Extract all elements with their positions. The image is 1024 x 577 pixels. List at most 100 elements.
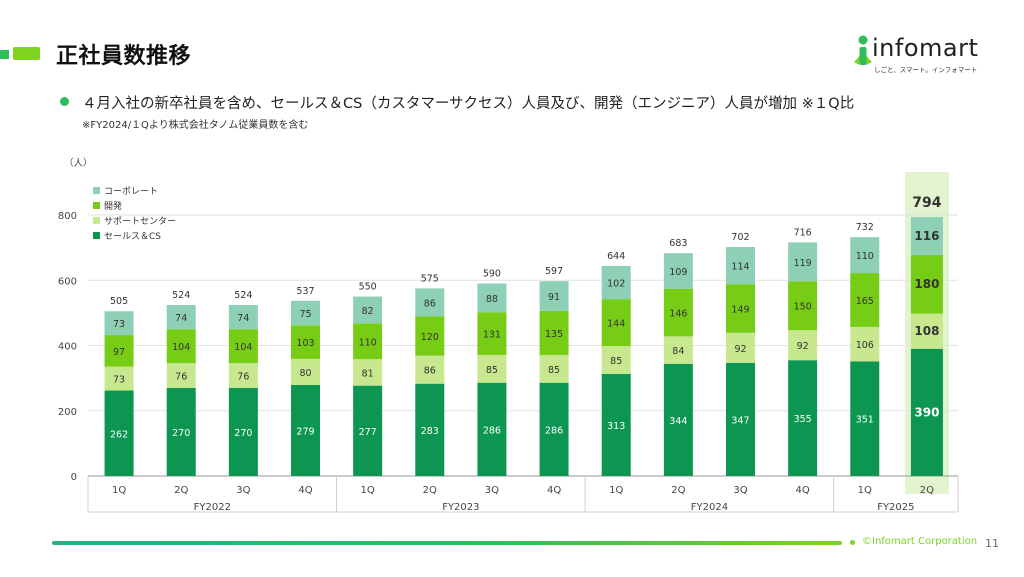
legend-label: セールス＆CS <box>104 231 161 242</box>
data-label: 91 <box>548 292 560 303</box>
data-label: 82 <box>362 306 374 317</box>
data-label: 262 <box>110 429 128 440</box>
y-tick-label: 600 <box>58 276 77 287</box>
bar-segment <box>726 332 755 363</box>
x-tick-label: 1Q <box>609 485 623 496</box>
data-label: 135 <box>545 329 563 340</box>
bar-segment <box>850 237 880 274</box>
data-label: 119 <box>794 258 812 269</box>
data-label: 74 <box>237 313 249 324</box>
x-tick-label: 3Q <box>485 485 499 496</box>
data-label: 277 <box>359 427 377 438</box>
data-label: 108 <box>914 324 939 338</box>
data-label: 355 <box>794 414 812 425</box>
data-label: 74 <box>175 313 187 324</box>
copyright-text: ©Infomart Corporation <box>862 536 978 547</box>
y-tick-label: 400 <box>58 342 77 353</box>
data-label: 351 <box>856 415 874 426</box>
data-label: 106 <box>856 340 874 351</box>
bar-segment <box>166 305 196 330</box>
bar-segment <box>850 326 880 362</box>
data-label: 76 <box>237 372 249 383</box>
data-label: 120 <box>421 332 439 343</box>
data-label: 286 <box>483 425 501 436</box>
data-label: 165 <box>856 296 874 307</box>
data-label: 104 <box>234 342 252 353</box>
bar-segment <box>601 265 631 300</box>
bar-segment <box>601 373 631 476</box>
bar-segment <box>539 354 569 383</box>
bar-segment <box>104 390 134 476</box>
bar-segment <box>477 312 507 355</box>
fiscal-year-label: FY2022 <box>194 502 231 513</box>
bar-segment <box>291 300 320 326</box>
total-label: 644 <box>607 251 625 262</box>
total-label: 537 <box>296 286 314 297</box>
bar-segment <box>353 323 383 360</box>
total-label: 590 <box>483 269 501 280</box>
y-tick-label: 200 <box>58 407 77 418</box>
bar-segment <box>228 305 258 330</box>
bar-segment <box>726 246 755 285</box>
bar-segment <box>166 387 196 476</box>
y-unit-label: （人） <box>64 157 93 169</box>
total-label: 683 <box>669 238 687 249</box>
total-label: 575 <box>421 273 439 284</box>
data-label: 110 <box>359 337 377 348</box>
bar-segment <box>539 281 569 311</box>
data-label: 286 <box>545 425 563 436</box>
fiscal-year-label: FY2024 <box>691 502 728 513</box>
headline-bullet: ４月入社の新卒社員を含め、セールス＆CS（カスタマーサクセス）人員及び、開発（エ… <box>82 96 855 112</box>
bar-segment <box>228 387 258 476</box>
bar-segment <box>601 346 631 374</box>
fiscal-year-label: FY2025 <box>877 502 914 513</box>
x-tick-label: 1Q <box>361 485 375 496</box>
y-tick-label: 0 <box>71 472 77 483</box>
logo-tagline: しごと、スマート。インフォマート <box>874 66 978 74</box>
data-label: 85 <box>610 356 622 367</box>
bar-segment <box>291 384 320 476</box>
bar-segment <box>910 348 943 476</box>
data-label: 85 <box>486 365 498 376</box>
data-label: 279 <box>296 426 314 437</box>
data-label: 104 <box>172 342 190 353</box>
x-tick-label: 3Q <box>733 485 747 496</box>
bar-segment <box>353 359 383 386</box>
bar-segment <box>353 385 383 476</box>
data-label: 85 <box>548 365 560 376</box>
data-label: 180 <box>914 277 939 291</box>
logo-figure-icon <box>854 35 872 65</box>
data-label: 81 <box>362 368 374 379</box>
bar-segment <box>539 310 569 355</box>
bar-segment <box>477 354 507 383</box>
data-label: 146 <box>669 309 687 320</box>
page-title: 正社員数推移 <box>56 44 192 69</box>
data-label: 149 <box>731 304 749 315</box>
data-label: 150 <box>794 302 812 313</box>
legend-label: コーポレート <box>104 186 158 197</box>
page-number: 11 <box>985 537 999 550</box>
data-label: 86 <box>424 298 436 309</box>
total-label: 794 <box>912 195 941 211</box>
bar-segment <box>850 361 880 476</box>
data-label: 144 <box>607 319 625 330</box>
bar-segment <box>726 284 755 333</box>
bar-segment <box>663 253 693 289</box>
x-tick-label: 2Q <box>174 485 188 496</box>
data-label: 270 <box>234 428 252 439</box>
data-label: 86 <box>424 366 436 377</box>
x-tick-label: 4Q <box>796 485 810 496</box>
x-tick-label: 2Q <box>920 485 934 496</box>
data-label: 114 <box>731 262 749 273</box>
total-label: 524 <box>172 290 190 301</box>
x-tick-label: 1Q <box>858 485 872 496</box>
total-label: 505 <box>110 296 128 307</box>
x-tick-label: 3Q <box>236 485 250 496</box>
infomart-logo: infomart しごと、スマート。インフォマート <box>852 32 982 78</box>
bar-segment <box>104 366 134 391</box>
data-label: 97 <box>113 347 125 358</box>
data-label: 131 <box>483 330 501 341</box>
x-tick-label: 2Q <box>423 485 437 496</box>
bar-segment <box>415 355 445 384</box>
data-label: 270 <box>172 428 190 439</box>
